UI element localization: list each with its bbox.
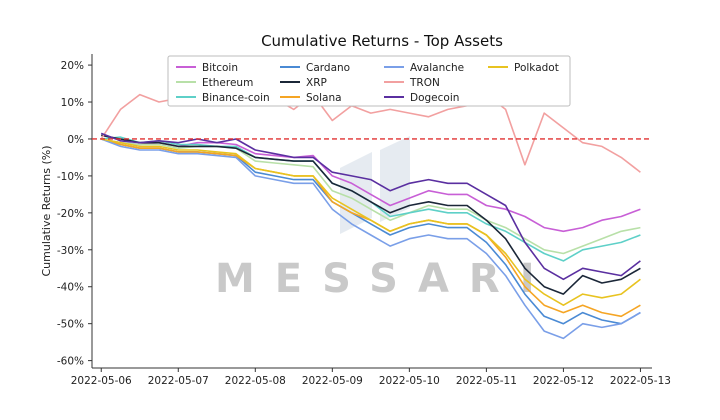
chart-title: Cumulative Returns - Top Assets [261, 32, 503, 50]
x-tick-label: 2022-05-09 [302, 375, 363, 387]
x-tick-label: 2022-05-12 [533, 375, 594, 387]
x-tick-label: 2022-05-08 [225, 375, 286, 387]
legend-label: Dogecoin [410, 92, 459, 104]
legend-label: TRON [409, 77, 440, 89]
legend-label: Cardano [306, 62, 350, 74]
x-tick-label: 2022-05-13 [610, 375, 671, 387]
legend: Bitcoin Ethereum Binance-coin Cardano XRP Sol… [167, 55, 571, 107]
legend-label: Bitcoin [202, 62, 238, 74]
legend-label: XRP [306, 77, 327, 89]
series-line-avalanche [100, 138, 641, 340]
y-tick-label: -30% [57, 245, 84, 257]
x-tick-label: 2022-05-10 [379, 375, 440, 387]
legend-label: Polkadot [514, 62, 559, 74]
x-tick-label: 2022-05-11 [456, 375, 517, 387]
series-line-polkadot [101, 138, 641, 307]
messari-watermark: MESSARI [215, 136, 555, 302]
x-tick-labels: 2022-05-06 2022-05-07 2022-05-08 2022-05-09… [71, 375, 671, 387]
y-tick-labels: 20% 10% 0% -10% -20% -30% -40% -50% -60% [57, 60, 84, 368]
legend-label: Avalanche [410, 62, 464, 74]
axes [88, 54, 652, 372]
y-axis-title: Cumulative Returns (%) [40, 145, 53, 276]
series-line-dogecoin [100, 132, 641, 281]
y-tick-label: 10% [61, 97, 84, 109]
y-tick-label: -40% [57, 282, 84, 294]
y-tick-label: 20% [61, 60, 84, 72]
y-tick-label: -60% [57, 356, 84, 368]
y-tick-label: -20% [57, 208, 84, 220]
y-tick-label: -50% [57, 319, 84, 331]
series-line-xrp [101, 134, 641, 295]
y-tick-label: 0% [67, 134, 84, 146]
x-tick-label: 2022-05-06 [71, 375, 132, 387]
legend-label: Solana [306, 92, 342, 104]
x-tick-label: 2022-05-07 [148, 375, 209, 387]
legend-box [167, 55, 571, 107]
legend-label: Binance-coin [202, 92, 270, 104]
legend-label: Ethereum [202, 77, 253, 89]
y-tick-label: -10% [57, 171, 84, 183]
watermark-text: MESSARI [215, 256, 555, 302]
